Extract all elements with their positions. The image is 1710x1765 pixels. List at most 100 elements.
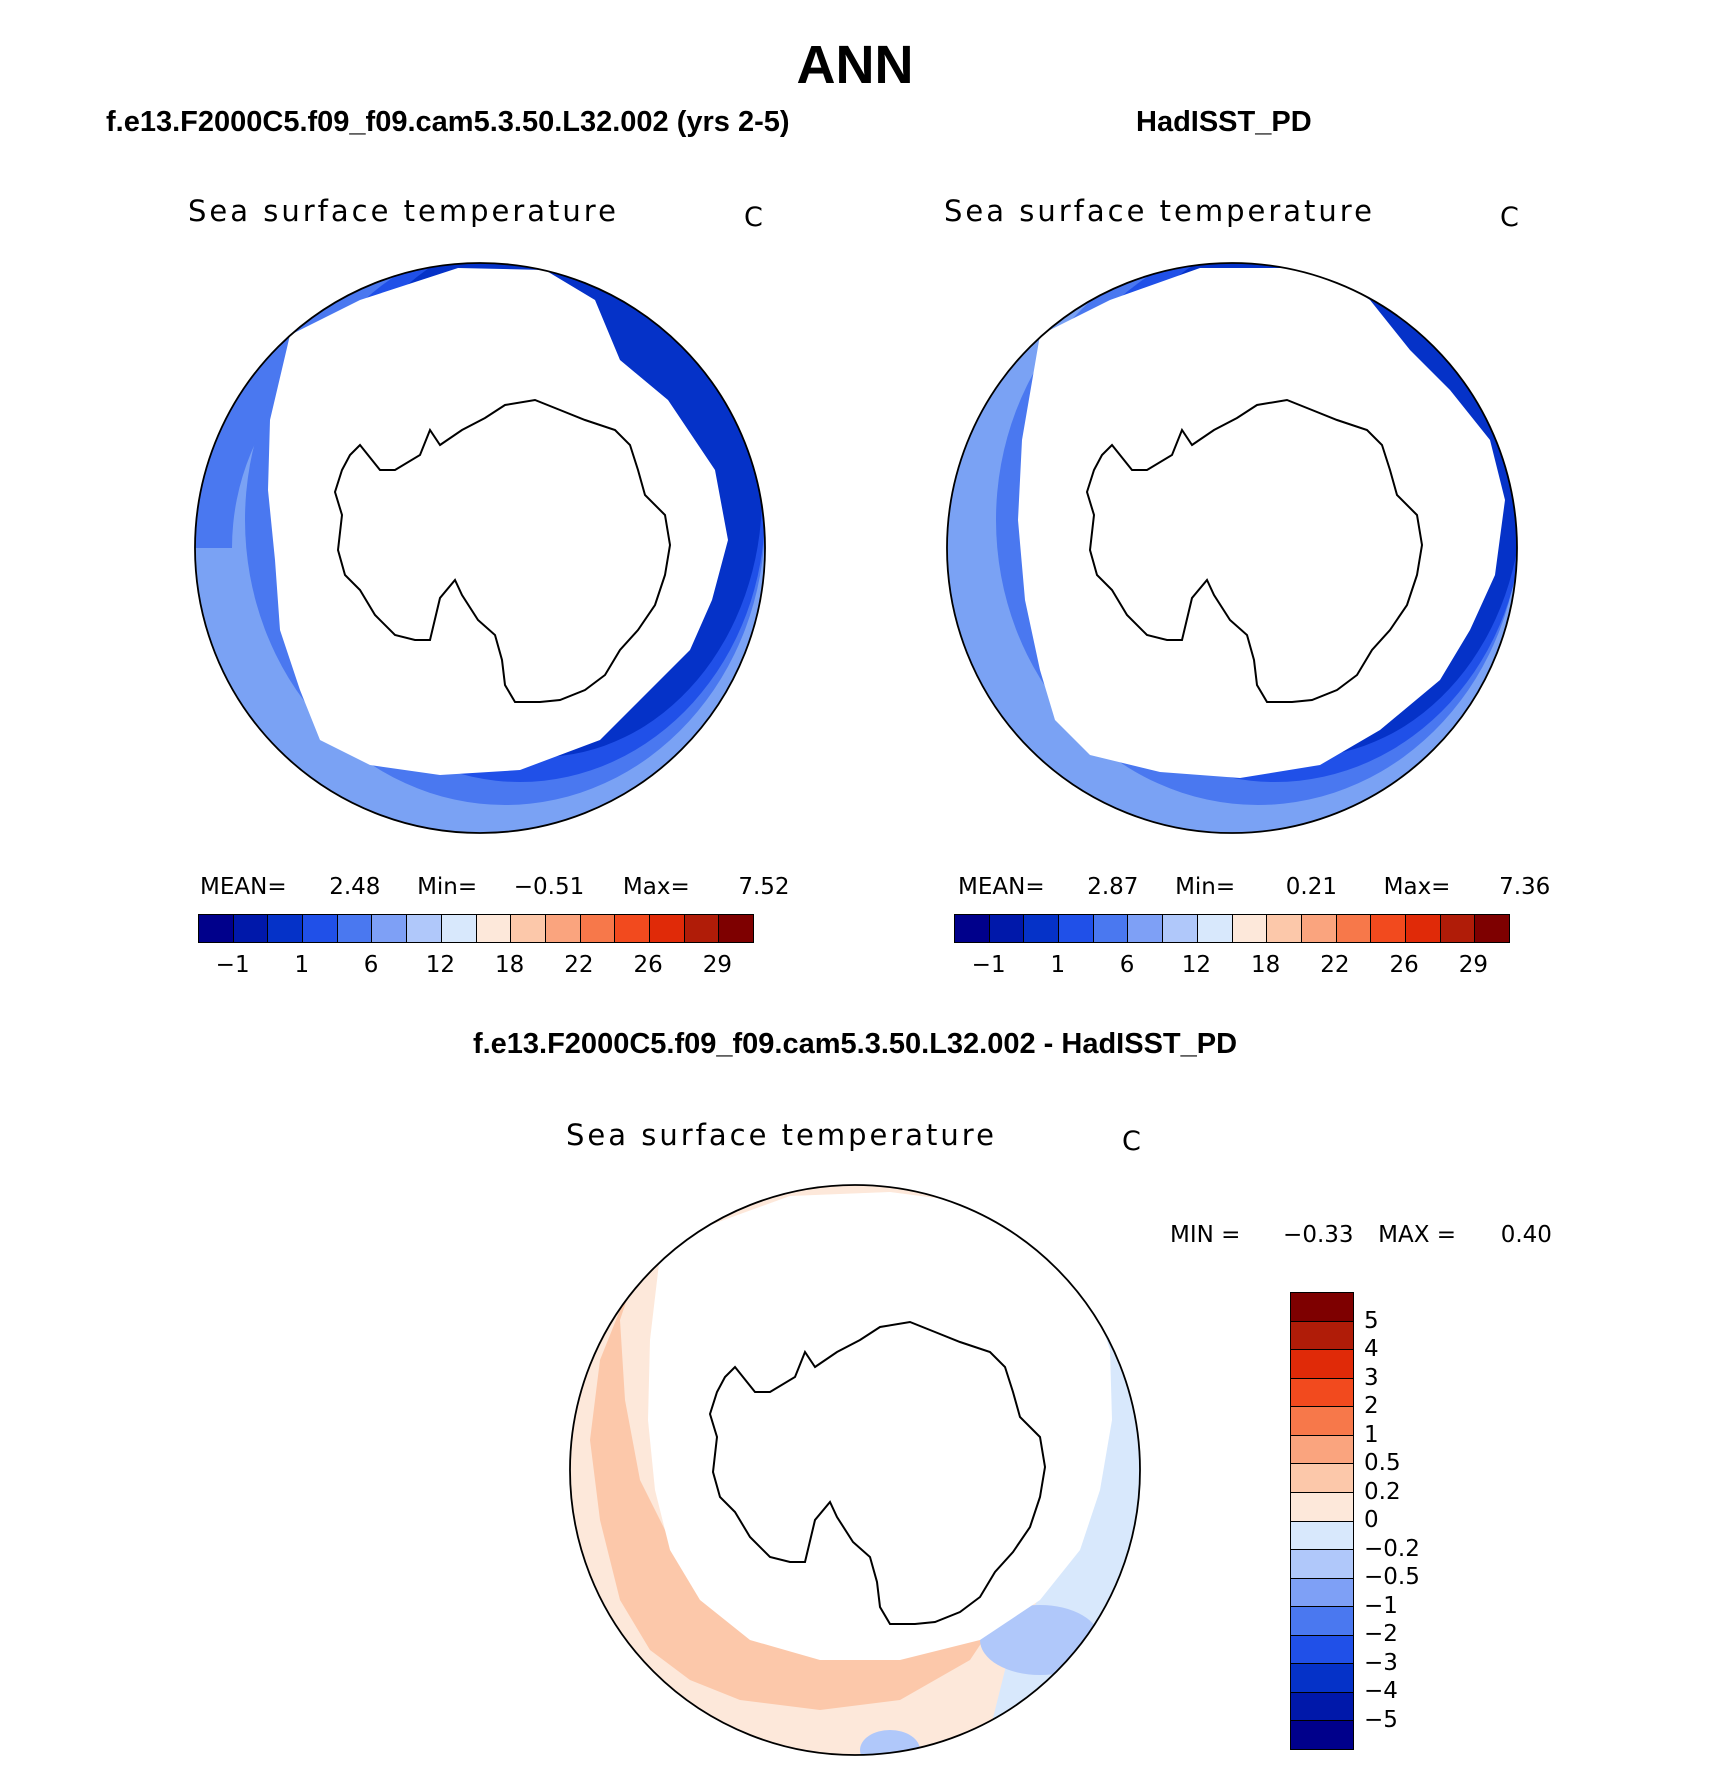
panel-1-variable-title: Sea surface temperature	[188, 194, 619, 228]
colorbar-tick-label: 0.2	[1364, 1478, 1401, 1505]
colorbar-swatch	[441, 915, 477, 942]
colorbar-tick-label: −3	[1364, 1649, 1398, 1676]
panel-2-units: C	[1500, 202, 1519, 233]
colorbar-swatch	[1024, 915, 1060, 942]
colorbar-swatch	[337, 915, 373, 942]
colorbar-swatch	[476, 915, 512, 942]
colorbar-tick-label: 12	[425, 952, 456, 978]
colorbar-swatch	[1197, 915, 1233, 942]
colorbar-tick-label: 3	[1364, 1364, 1379, 1391]
colorbar-swatch	[1336, 915, 1372, 942]
colorbar-swatch	[1291, 1435, 1353, 1465]
colorbar-swatch	[1371, 915, 1406, 942]
diff-colorbar-labels: 5 4 3 2 1 0.5 0.2 0 −0.2 −0.5 −1 −2 −3 −4 −5	[1364, 1292, 1484, 1748]
colorbar-swatch	[1405, 915, 1441, 942]
colorbar-tick-label: 18	[494, 952, 525, 978]
colorbar-tick-label: 22	[1320, 952, 1350, 978]
colorbar-swatch	[407, 915, 442, 942]
colorbar-swatch	[1291, 1378, 1353, 1408]
colorbar-swatch	[719, 915, 753, 942]
colorbar-tick-label: −1	[215, 952, 250, 978]
colorbar-tick-label: 26	[1389, 952, 1419, 978]
colorbar-tick-label: 5	[1364, 1307, 1379, 1334]
max-label: Max=	[1383, 874, 1451, 900]
colorbar-swatch	[1475, 915, 1509, 942]
colorbar-tick-label: −4	[1364, 1678, 1398, 1704]
min-label: Min=	[1175, 874, 1236, 900]
colorbar-swatch	[1128, 915, 1164, 942]
panel-1-colorbar	[198, 914, 754, 943]
colorbar-swatch	[1059, 915, 1094, 942]
colorbar-swatch	[1267, 915, 1302, 942]
colorbar-tick-label: −1	[971, 952, 1006, 978]
min-label: Min=	[417, 874, 478, 900]
panel-2-case-title: HadISST_PD	[1136, 106, 1312, 138]
colorbar-swatch	[1291, 1578, 1353, 1608]
colorbar-swatch	[649, 915, 685, 942]
colorbar-swatch	[615, 915, 650, 942]
colorbar-tick-label: −0.5	[1364, 1564, 1420, 1590]
panel-2-antarctica-outline	[1085, 398, 1424, 703]
page-title: ANN	[796, 35, 914, 95]
colorbar-tick-label: 6	[363, 952, 379, 978]
panel-1-stats: MEAN= 2.48 Min= −0.51 Max= 7.52	[200, 874, 790, 900]
diff-max-label: MAX =	[1378, 1222, 1457, 1248]
colorbar-swatch	[1291, 1664, 1353, 1693]
colorbar-swatch	[1301, 915, 1337, 942]
colorbar-swatch	[199, 915, 234, 942]
colorbar-tick-label: 29	[702, 952, 733, 978]
colorbar-swatch	[511, 915, 546, 942]
diff-min-value: −0.33	[1283, 1222, 1354, 1248]
mean-label: MEAN=	[958, 874, 1045, 900]
colorbar-swatch	[1291, 1350, 1353, 1379]
colorbar-swatch	[1291, 1635, 1353, 1665]
colorbar-swatch	[1291, 1721, 1353, 1749]
min-value: −0.51	[513, 874, 585, 900]
colorbar-swatch	[233, 915, 269, 942]
diff-max-value: 0.40	[1500, 1222, 1552, 1248]
mean-value: 2.48	[329, 874, 381, 900]
colorbar-swatch	[684, 915, 720, 942]
colorbar-swatch	[1291, 1407, 1353, 1436]
panel-1-case-title: f.e13.F2000C5.f09_f09.cam5.3.50.L32.002 …	[106, 106, 790, 138]
colorbar-swatch	[580, 915, 616, 942]
max-label: Max=	[622, 874, 690, 900]
colorbar-tick-label: 1	[1364, 1421, 1379, 1448]
colorbar-swatch	[372, 915, 408, 942]
colorbar-tick-label: 12	[1181, 952, 1212, 978]
panel-2-stats: MEAN= 2.87 Min= 0.21 Max= 7.36	[958, 874, 1550, 900]
colorbar-swatch	[955, 915, 990, 942]
diff-min-label: MIN =	[1170, 1222, 1241, 1248]
colorbar-tick-label: 4	[1364, 1336, 1379, 1362]
diff-antarctica-outline	[708, 1320, 1047, 1625]
colorbar-swatch	[1440, 915, 1476, 942]
colorbar-tick-label: −0.2	[1364, 1535, 1420, 1562]
colorbar-swatch	[545, 915, 581, 942]
colorbar-swatch	[1291, 1607, 1353, 1636]
colorbar-swatch	[1093, 915, 1129, 942]
colorbar-tick-label: 1	[294, 952, 310, 978]
max-value: 7.52	[738, 874, 790, 900]
colorbar-tick-label: −2	[1364, 1621, 1398, 1647]
diff-variable-title: Sea surface temperature	[566, 1118, 997, 1152]
colorbar-tick-label: 29	[1458, 952, 1489, 978]
panel-2-colorbar	[954, 914, 1510, 943]
colorbar-swatch	[1232, 915, 1268, 942]
diff-colorbar	[1290, 1292, 1354, 1750]
diff-stats: MIN = −0.33 MAX = 0.40	[1170, 1222, 1552, 1248]
mean-value: 2.87	[1087, 874, 1139, 900]
colorbar-tick-label: 1	[1050, 952, 1066, 978]
panel-2-variable-title: Sea surface temperature	[944, 194, 1375, 228]
colorbar-swatch	[989, 915, 1025, 942]
colorbar-swatch	[1291, 1321, 1353, 1351]
colorbar-swatch	[1291, 1293, 1353, 1322]
colorbar-tick-label: 0	[1364, 1507, 1379, 1533]
colorbar-swatch	[303, 915, 338, 942]
panel-1-antarctica-outline	[333, 398, 672, 703]
colorbar-tick-label: 18	[1250, 952, 1281, 978]
max-value: 7.36	[1499, 874, 1551, 900]
panel-2-colorbar-labels: −1 1 6 12 18 22 26 29	[954, 952, 1508, 982]
colorbar-swatch	[1163, 915, 1198, 942]
